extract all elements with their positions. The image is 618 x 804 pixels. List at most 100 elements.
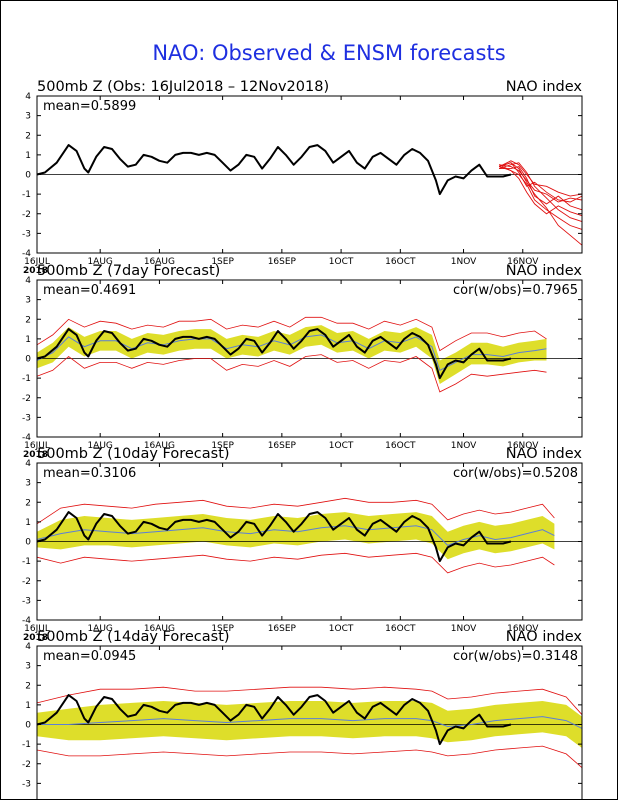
x-tick-label: 16OCT — [385, 441, 416, 451]
y-tick-label: 1 — [25, 701, 31, 711]
forecast-member-line-4 — [499, 164, 583, 203]
panel-right-label: NAO index — [506, 446, 583, 462]
x-tick-label: 16JUL — [24, 624, 50, 634]
y-tick-label: -2 — [22, 577, 31, 587]
mean-stat: mean=0.0945 — [43, 649, 136, 664]
x-tick-label: 16AUG — [144, 257, 175, 267]
x-tick-label: 1SEP — [211, 257, 234, 267]
y-tick-label: 2 — [25, 498, 31, 508]
correlation-stat: cor(w/obs)=0.7965 — [453, 283, 578, 298]
y-tick-label: -3 — [22, 596, 31, 606]
y-tick-label: -4 — [22, 433, 31, 443]
x-tick-label: 16NOV — [507, 624, 539, 634]
x-tick-label: 16JUL — [24, 441, 50, 451]
x-tick-label: 16JUL — [24, 257, 50, 267]
x-tick-label: 1OCT — [329, 441, 354, 451]
spread-band — [37, 325, 547, 384]
x-tick-label: 1NOV — [451, 624, 477, 634]
forecast-member-line-5 — [498, 160, 583, 197]
y-tick-label: 4 — [25, 459, 31, 469]
y-tick-label: -1 — [22, 557, 31, 567]
y-tick-label: 3 — [25, 662, 31, 672]
x-tick-label: 1NOV — [451, 441, 477, 451]
member-min-line — [36, 552, 555, 574]
y-tick-label: 4 — [25, 276, 31, 286]
panel-right-label: NAO index — [506, 263, 583, 279]
x-tick-label: 1AUG — [87, 441, 112, 451]
correlation-stat: cor(w/obs)=0.3148 — [453, 649, 578, 664]
y-tick-label: 1 — [25, 518, 31, 528]
y-tick-label: -4 — [22, 616, 31, 626]
y-tick-label: -4 — [22, 249, 31, 259]
ensemble-mean-line — [37, 716, 583, 729]
y-tick-label: -3 — [22, 413, 31, 423]
chart-panel-3: 500mb Z (10day Forecast) NAO index 4 3 2 1 0 -1… — [22, 446, 583, 643]
observed-line — [36, 144, 512, 196]
y-tick-label: 3 — [25, 479, 31, 489]
member-max-line — [36, 316, 547, 352]
forecast-member-line-6 — [499, 166, 583, 211]
panel-title: 500mb Z (Obs: 16Jul2018 – 12Nov2018) — [37, 79, 329, 95]
correlation-stat: cor(w/obs)=0.5208 — [453, 466, 578, 481]
x-tick-label: 1SEP — [211, 441, 234, 451]
year-label: 2018 — [23, 450, 48, 460]
y-tick-label: -1 — [22, 740, 31, 750]
forecast-member-line-3 — [498, 166, 583, 217]
y-tick-label: 0 — [25, 721, 31, 731]
observed-line — [36, 328, 512, 380]
y-tick-label: 3 — [25, 112, 31, 122]
mean-stat: mean=0.5899 — [43, 99, 136, 114]
y-tick-label: 2 — [25, 315, 31, 325]
chart-panel-4: 500mb Z (14day Forecast) NAO index 4 3 2 1 0 -1… — [22, 629, 583, 804]
y-tick-label: 0 — [25, 171, 31, 181]
panel-title: 500mb Z (14day Forecast) — [37, 629, 230, 645]
x-tick-label: 16NOV — [507, 257, 539, 267]
y-tick-label: -3 — [22, 779, 31, 789]
observed-line — [36, 694, 512, 746]
x-tick-label: 1OCT — [329, 624, 354, 634]
ensemble-mean-line — [36, 334, 547, 372]
mean-stat: mean=0.3106 — [43, 466, 136, 481]
chart-panel-1: 500mb Z (Obs: 16Jul2018 – 12Nov2018) NAO … — [22, 79, 583, 276]
member-min-line — [36, 354, 547, 393]
y-tick-label: -2 — [22, 394, 31, 404]
x-tick-label: 16NOV — [507, 441, 539, 451]
chart-panel-2: 500mb Z (7day Forecast) NAO index 4 3 2 1 0 -1 -… — [22, 263, 583, 460]
x-tick-label: 16SEP — [268, 257, 297, 267]
forecast-member-line-1 — [498, 162, 583, 246]
x-tick-label: 16SEP — [268, 441, 297, 451]
y-tick-label: 4 — [25, 92, 31, 102]
member-max-line — [36, 686, 583, 715]
mean-stat: mean=0.4691 — [43, 283, 136, 298]
figure-title: NAO: Observed & ENSM forecasts — [152, 41, 505, 65]
y-tick-label: 3 — [25, 296, 31, 306]
forecast-member-line-8 — [498, 164, 583, 230]
panel-title: 500mb Z (7day Forecast) — [37, 263, 220, 279]
panel-right-label: NAO index — [506, 629, 583, 645]
x-tick-label: 1AUG — [87, 257, 112, 267]
member-max-line — [36, 497, 555, 525]
y-tick-label: 2 — [25, 681, 31, 691]
x-tick-label: 16SEP — [268, 624, 297, 634]
y-tick-label: -2 — [22, 210, 31, 220]
x-tick-label: 16OCT — [385, 257, 416, 267]
y-tick-label: -1 — [22, 374, 31, 384]
x-tick-label: 1OCT — [329, 257, 354, 267]
y-tick-label: 0 — [25, 538, 31, 548]
x-tick-label: 1AUG — [87, 624, 112, 634]
y-tick-label: -3 — [22, 229, 31, 239]
y-tick-label: 2 — [25, 131, 31, 141]
y-tick-label: 0 — [25, 355, 31, 365]
ensemble-mean-line — [36, 525, 555, 546]
member-min-line — [36, 745, 583, 769]
y-tick-label: 4 — [25, 642, 31, 652]
x-tick-label: 1NOV — [451, 257, 477, 267]
y-tick-label: -2 — [22, 760, 31, 770]
x-tick-label: 1SEP — [211, 624, 234, 634]
x-tick-label: 16AUG — [144, 624, 175, 634]
observed-line — [36, 511, 512, 563]
x-tick-label: 16OCT — [385, 624, 416, 634]
forecast-member-line-2 — [498, 162, 583, 223]
